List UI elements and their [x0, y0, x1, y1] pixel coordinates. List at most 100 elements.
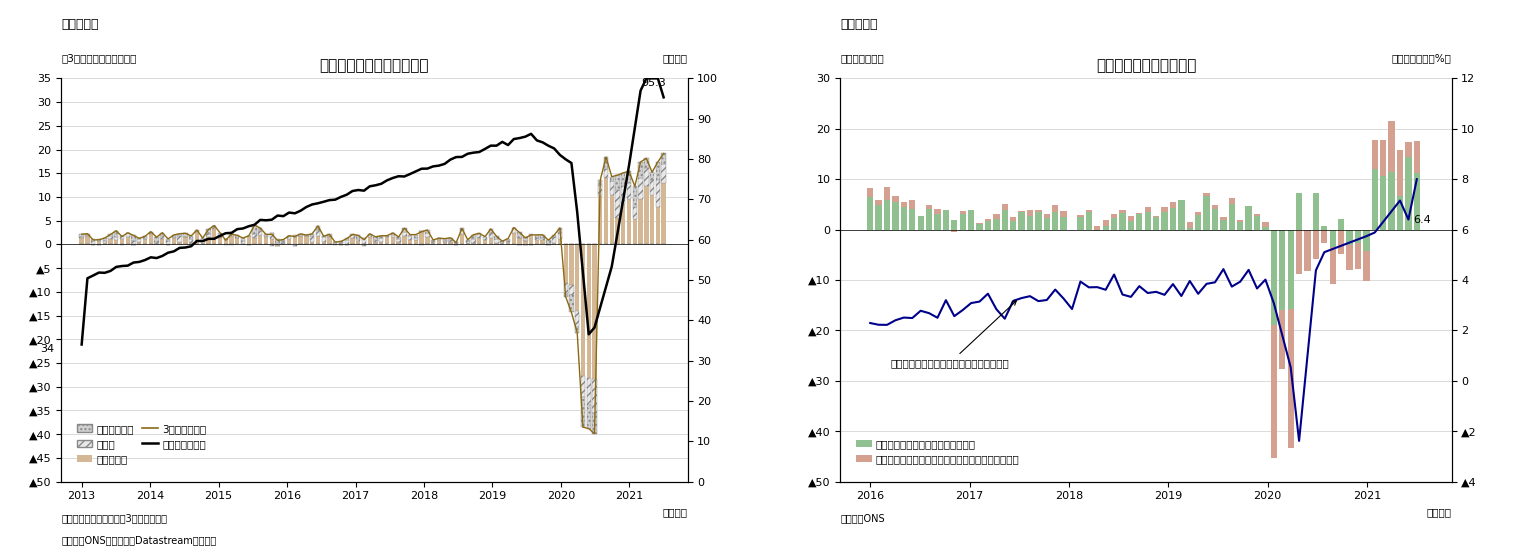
Bar: [1086, 210, 1093, 212]
Bar: [558, 228, 562, 233]
Text: （図表４）: （図表４）: [840, 18, 879, 31]
Bar: [425, 237, 429, 244]
Bar: [115, 237, 118, 240]
Bar: [1027, 216, 1033, 230]
Bar: [219, 238, 222, 244]
Bar: [656, 180, 660, 207]
Bar: [138, 242, 142, 244]
Bar: [622, 173, 625, 186]
Bar: [523, 244, 527, 245]
Bar: [1229, 198, 1235, 204]
Bar: [500, 241, 504, 242]
Bar: [1279, 230, 1285, 310]
Bar: [362, 244, 367, 246]
Bar: [327, 237, 332, 244]
Bar: [984, 220, 992, 221]
Bar: [264, 235, 269, 236]
Bar: [545, 240, 550, 244]
求人数（右軸）: [654, 94, 672, 101]
Bar: [287, 236, 292, 239]
Bar: [604, 179, 608, 244]
Bar: [414, 235, 419, 237]
求人数（右軸）: [182, 243, 200, 250]
Bar: [148, 233, 153, 234]
Bar: [529, 244, 533, 245]
Bar: [976, 223, 983, 230]
求人数（右軸）: [575, 270, 593, 277]
Bar: [119, 236, 124, 239]
Bar: [108, 239, 113, 244]
Bar: [229, 236, 234, 244]
Bar: [102, 238, 107, 241]
Bar: [246, 236, 251, 244]
Bar: [131, 244, 136, 245]
Bar: [119, 239, 124, 244]
Bar: [597, 185, 602, 197]
Bar: [934, 214, 941, 230]
Bar: [483, 237, 487, 240]
Bar: [1077, 214, 1083, 217]
Bar: [269, 244, 274, 246]
Bar: [1137, 214, 1143, 230]
Bar: [437, 240, 442, 244]
Bar: [264, 236, 269, 237]
Bar: [1221, 217, 1227, 221]
Bar: [943, 209, 949, 211]
Bar: [148, 232, 153, 233]
Bar: [327, 234, 332, 236]
Bar: [321, 241, 325, 244]
Bar: [385, 236, 390, 237]
Bar: [564, 244, 568, 283]
Bar: [581, 376, 585, 397]
Bar: [1187, 228, 1193, 230]
Bar: [616, 175, 620, 189]
Bar: [108, 235, 113, 236]
Text: （図表３）: （図表３）: [61, 18, 99, 31]
Bar: [189, 239, 194, 243]
Bar: [477, 234, 481, 235]
Bar: [177, 234, 182, 236]
Bar: [581, 397, 585, 427]
Bar: [264, 237, 269, 244]
Bar: [1397, 150, 1403, 196]
Bar: [420, 232, 423, 244]
Bar: [275, 239, 280, 243]
Bar: [1380, 176, 1386, 230]
Bar: [402, 232, 406, 236]
Bar: [587, 378, 591, 405]
Bar: [241, 241, 244, 244]
Bar: [125, 237, 130, 244]
Bar: [1346, 245, 1352, 270]
Bar: [593, 413, 596, 433]
Bar: [1195, 215, 1201, 230]
Bar: [883, 200, 891, 230]
Bar: [339, 241, 344, 243]
Bar: [402, 236, 406, 244]
Text: （注）季節調整値、後方3か月移動平均: （注）季節調整値、後方3か月移動平均: [61, 513, 167, 523]
Bar: [512, 228, 516, 232]
Text: （資料）ONSのデータをDatastreamより取得: （資料）ONSのデータをDatastreamより取得: [61, 535, 217, 545]
Bar: [633, 207, 637, 219]
Text: 月あたり給与（中央値）の伸び率（右軸）: 月あたり給与（中央値）の伸び率（右軸）: [891, 301, 1016, 368]
Bar: [304, 236, 309, 244]
Bar: [1120, 213, 1126, 230]
Bar: [883, 188, 891, 200]
Bar: [564, 294, 568, 297]
Bar: [1137, 213, 1143, 214]
Bar: [639, 178, 643, 199]
Bar: [645, 168, 648, 186]
Bar: [570, 295, 573, 312]
Bar: [616, 189, 620, 218]
Bar: [506, 239, 510, 241]
Bar: [293, 244, 296, 246]
Bar: [535, 235, 539, 238]
Bar: [993, 219, 999, 230]
Bar: [471, 240, 475, 243]
Bar: [356, 239, 361, 241]
Bar: [443, 242, 446, 244]
Bar: [154, 241, 159, 244]
Bar: [108, 236, 113, 239]
Bar: [1010, 221, 1016, 230]
Bar: [541, 235, 545, 237]
Bar: [866, 188, 874, 197]
